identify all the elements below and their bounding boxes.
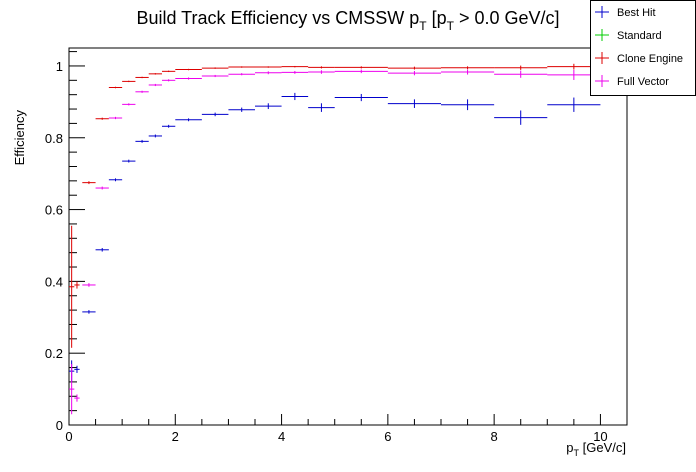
y-tick-label: 0.2 xyxy=(45,346,63,361)
legend-item: Standard xyxy=(595,29,662,42)
data-point xyxy=(108,86,123,89)
data-point xyxy=(74,394,80,402)
data-point xyxy=(122,159,136,163)
data-point xyxy=(255,71,282,75)
data-point xyxy=(387,66,441,70)
data-point xyxy=(95,117,109,120)
data-point xyxy=(82,181,96,185)
data-point xyxy=(74,281,80,289)
legend-label: Standard xyxy=(617,30,662,42)
data-point xyxy=(162,79,176,82)
data-point xyxy=(82,310,96,314)
legend-label: Clone Engine xyxy=(617,53,683,65)
x-axis-label: pT [GeV/c] xyxy=(566,440,626,458)
data-point xyxy=(135,90,149,93)
data-point xyxy=(135,139,149,143)
data-point xyxy=(547,97,601,112)
data-point xyxy=(494,110,548,125)
legend: Best Hit Standard Clone Engine Full Vector xyxy=(590,0,696,96)
data-point xyxy=(69,225,75,348)
data-point xyxy=(95,247,109,252)
data-point xyxy=(441,69,495,75)
data-point xyxy=(281,65,309,68)
x-tick-label: 2 xyxy=(172,429,179,444)
data-point xyxy=(175,77,202,80)
data-point xyxy=(135,76,149,79)
data-point xyxy=(334,69,388,74)
data-point xyxy=(201,112,229,117)
y-axis-label: Efficiency xyxy=(12,110,27,166)
data-point xyxy=(122,103,136,106)
data-point xyxy=(108,178,123,182)
data-point xyxy=(308,70,335,74)
series-full-vector xyxy=(69,69,601,415)
data-point xyxy=(175,68,202,71)
series-clone-engine xyxy=(69,63,601,348)
data-point xyxy=(255,66,282,68)
data-point xyxy=(281,70,309,74)
y-tick-label: 0.6 xyxy=(45,203,63,218)
plot-frame xyxy=(68,47,628,426)
x-tick-label: 0 xyxy=(65,429,72,444)
data-point xyxy=(148,134,162,138)
data-point xyxy=(494,65,548,70)
data-point xyxy=(441,66,495,70)
data-point xyxy=(74,365,80,373)
data-point xyxy=(308,66,335,69)
y-axis: 0 0.2 0.4 0.6 0.8 1 xyxy=(45,51,85,433)
data-point xyxy=(494,70,548,78)
data-point xyxy=(69,363,75,415)
legend-item: Full Vector xyxy=(595,75,669,88)
data-point xyxy=(228,66,255,68)
data-point xyxy=(281,92,309,101)
data-point xyxy=(162,70,176,73)
x-tick-label: 6 xyxy=(384,429,391,444)
y-tick-label: 0.4 xyxy=(45,274,63,289)
x-tick-label: 8 xyxy=(491,429,498,444)
data-point xyxy=(122,80,136,83)
data-point xyxy=(334,93,388,102)
x-axis: 0 2 4 6 8 10 xyxy=(65,414,628,444)
legend-label: Best Hit xyxy=(617,7,656,19)
data-point xyxy=(308,103,335,112)
y-tick-label: 0 xyxy=(56,418,63,433)
data-point xyxy=(148,73,162,75)
data-point xyxy=(148,83,162,87)
data-point xyxy=(228,73,255,76)
legend-item: Best Hit xyxy=(595,6,656,19)
data-point xyxy=(175,118,202,122)
data-point xyxy=(201,74,229,78)
data-point xyxy=(228,107,255,112)
data-point xyxy=(441,99,495,111)
series-best-hit xyxy=(69,92,601,382)
x-tick-label: 4 xyxy=(278,429,285,444)
data-point xyxy=(162,124,176,128)
data-point xyxy=(255,103,282,110)
data-point xyxy=(201,67,229,69)
data-point xyxy=(387,99,441,108)
data-point xyxy=(82,283,96,287)
y-tick-label: 0.8 xyxy=(45,131,63,146)
x-tick-label: 10 xyxy=(593,429,607,444)
y-tick-label: 1 xyxy=(56,59,63,74)
data-point xyxy=(334,66,388,69)
data-point xyxy=(95,186,109,190)
series-layer xyxy=(69,63,601,415)
chart-title: Build Track Efficiency vs CMSSW pT [pT >… xyxy=(136,8,559,33)
legend-item: Clone Engine xyxy=(595,52,683,65)
data-point xyxy=(108,116,123,120)
data-point xyxy=(387,70,441,76)
legend-label: Full Vector xyxy=(617,76,669,88)
